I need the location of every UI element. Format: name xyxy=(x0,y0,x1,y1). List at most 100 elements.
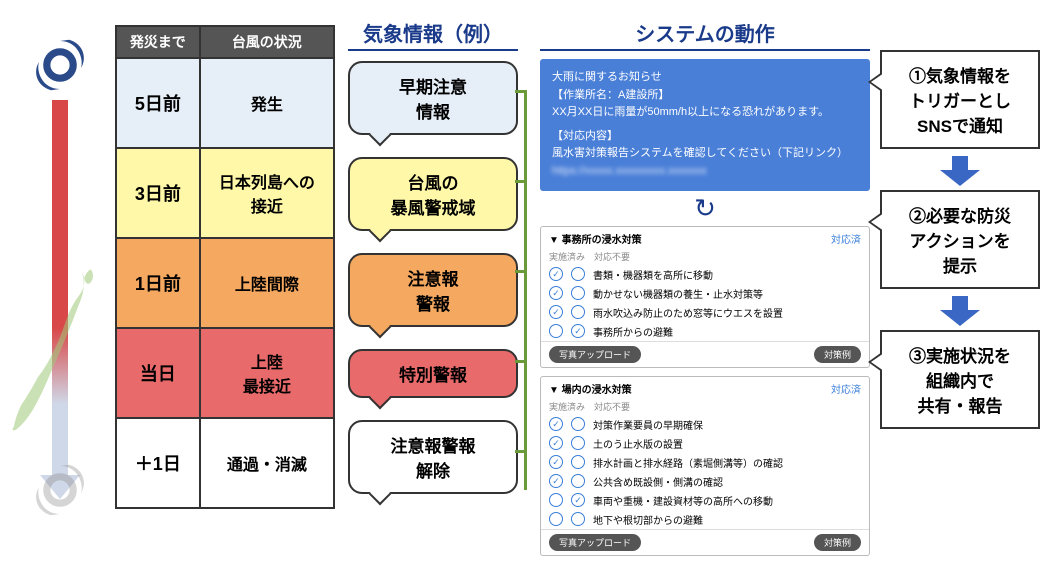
panel-footer: 写真アップロード 対策例 xyxy=(541,529,869,555)
check-done-icon[interactable] xyxy=(549,474,563,488)
check-na-icon[interactable] xyxy=(571,267,585,281)
connector-line xyxy=(515,180,527,183)
table-status: 日本列島への 接近 xyxy=(200,148,334,238)
table-time: ＋1日 xyxy=(116,418,200,508)
connector-line xyxy=(515,270,527,273)
check-na-icon[interactable] xyxy=(571,305,585,319)
notice-blurred: https://xxxxx.xxxxxxxxx.xxxxxxx xyxy=(552,163,858,181)
check-done-icon[interactable] xyxy=(549,286,563,300)
table-status: 上陸間際 xyxy=(200,238,334,328)
weather-bubble: 台風の 暴風警戒域 xyxy=(348,157,518,231)
cyclone-icon xyxy=(30,35,90,95)
notice-line: 風水害対策報告システムを確認してください（下記リンク） xyxy=(552,145,858,163)
check-done-icon[interactable] xyxy=(549,512,563,526)
notice-line: XX月XX日に雨量が50mm/h以上になる恐れがあります。 xyxy=(552,104,858,122)
panel-footer: 写真アップロード 対策例 xyxy=(541,341,869,367)
panel-row: 書類・機器類を高所に移動 xyxy=(541,265,869,284)
check-na-icon[interactable] xyxy=(571,436,585,450)
check-na-icon[interactable] xyxy=(571,286,585,300)
check-done-icon[interactable] xyxy=(549,324,563,338)
check-na-icon[interactable] xyxy=(571,324,585,338)
panel-item-label: 公共含め既設側・側溝の確認 xyxy=(593,474,723,489)
panel-item-label: 動かせない機器類の養生・止水対策等 xyxy=(593,286,763,301)
check-done-icon[interactable] xyxy=(549,305,563,319)
example-button[interactable]: 対策例 xyxy=(814,346,861,363)
th-time: 発災まで xyxy=(116,26,200,58)
panel-row: 公共含め既設側・側溝の確認 xyxy=(541,472,869,491)
action-panel: ▼ 場内の浸水対策対応済 実施済み 対応不要 対策作業要員の早期確保 土のう止水… xyxy=(540,376,870,556)
check-done-icon[interactable] xyxy=(549,436,563,450)
panel-item-label: 排水計画と排水経路（素堀側溝等）の確認 xyxy=(593,455,783,470)
panel-subheader: 実施済み 対応不要 xyxy=(541,250,869,265)
notice-line: 【作業所名：A建設所】 xyxy=(552,87,858,105)
notice-line: 【対応内容】 xyxy=(552,128,858,146)
panel-item-label: 車両や重機・建設資材等の高所への移動 xyxy=(593,493,773,508)
th-status: 台風の状況 xyxy=(200,26,334,58)
upload-button[interactable]: 写真アップロード xyxy=(549,346,641,363)
check-done-icon[interactable] xyxy=(549,455,563,469)
panel-row: 動かせない機器類の養生・止水対策等 xyxy=(541,284,869,303)
panel-item-label: 地下や根切部からの避難 xyxy=(593,512,703,527)
weather-info-column: 気象情報（例） 早期注意 情報台風の 暴風警戒域注意報 警報特別警報注意報警報 … xyxy=(348,18,518,516)
connector-line xyxy=(515,360,527,363)
check-na-icon[interactable] xyxy=(571,512,585,526)
weather-bubble: 特別警報 xyxy=(348,349,518,398)
check-na-icon[interactable] xyxy=(571,417,585,431)
system-column: システムの動作 大雨に関するお知らせ 【作業所名：A建設所】 XX月XX日に雨量… xyxy=(540,18,870,564)
callout-text: ②必要な防災 アクションを 提示 xyxy=(909,207,1011,276)
check-done-icon[interactable] xyxy=(549,417,563,431)
check-na-icon[interactable] xyxy=(571,455,585,469)
panel-row: 対策作業要員の早期確保 xyxy=(541,415,869,434)
panel-row: 車両や重機・建設資材等の高所への移動 xyxy=(541,491,869,510)
curved-arrow-icon: ↻ xyxy=(540,193,870,224)
check-na-icon[interactable] xyxy=(571,474,585,488)
check-done-icon[interactable] xyxy=(549,267,563,281)
callout-3: ③実施状況を 組織内で 共有・報告 xyxy=(880,330,1040,429)
panel-item-label: 対策作業要員の早期確保 xyxy=(593,417,703,432)
timeline-table: 発災まで 台風の状況 5日前 発生3日前 日本列島への 接近1日前 上陸間際当日… xyxy=(115,25,335,509)
panel-row: 地下や根切部からの避難 xyxy=(541,510,869,529)
weather-bubble: 早期注意 情報 xyxy=(348,61,518,135)
panel-row: 雨水吹込み防止のため窓等にウエスを設置 xyxy=(541,303,869,322)
weather-bubble: 注意報 警報 xyxy=(348,253,518,327)
panel-item-label: 土のう止水版の設置 xyxy=(593,436,683,451)
action-panel: ▼ 事務所の浸水対策対応済 実施済み 対応不要 書類・機器類を高所に移動 動かせ… xyxy=(540,226,870,368)
connector-line xyxy=(524,90,527,490)
panel-row: 排水計画と排水経路（素堀側溝等）の確認 xyxy=(541,453,869,472)
panel-header[interactable]: ▼ 事務所の浸水対策対応済 xyxy=(541,227,869,250)
table-status: 発生 xyxy=(200,58,334,148)
cyclone-faded-icon xyxy=(30,460,90,520)
connector-line xyxy=(515,90,527,93)
down-arrow-icon xyxy=(940,156,980,186)
panel-item-label: 書類・機器類を高所に移動 xyxy=(593,267,713,282)
panel-header[interactable]: ▼ 場内の浸水対策対応済 xyxy=(541,377,869,400)
check-na-icon[interactable] xyxy=(571,493,585,507)
check-done-icon[interactable] xyxy=(549,493,563,507)
down-arrow-icon xyxy=(940,296,980,326)
japan-map-icon xyxy=(5,265,115,445)
table-time: 3日前 xyxy=(116,148,200,238)
callout-1: ①気象情報を トリガーとし SNSで通知 xyxy=(880,50,1040,149)
callout-text: ③実施状況を 組織内で 共有・報告 xyxy=(909,347,1011,416)
table-time: 当日 xyxy=(116,328,200,418)
weather-bubble: 注意報警報 解除 xyxy=(348,420,518,494)
panel-row: 事務所からの避難 xyxy=(541,322,869,341)
panel-subheader: 実施済み 対応不要 xyxy=(541,400,869,415)
notice-title: 大雨に関するお知らせ xyxy=(552,69,858,87)
weather-header: 気象情報（例） xyxy=(348,18,518,51)
table-status: 通過・消滅 xyxy=(200,418,334,508)
table-time: 1日前 xyxy=(116,238,200,328)
panel-row: 土のう止水版の設置 xyxy=(541,434,869,453)
timeline-column xyxy=(10,40,110,520)
panel-item-label: 雨水吹込み防止のため窓等にウエスを設置 xyxy=(593,305,783,320)
table-time: 5日前 xyxy=(116,58,200,148)
sns-notice: 大雨に関するお知らせ 【作業所名：A建設所】 XX月XX日に雨量が50mm/h以… xyxy=(540,59,870,191)
table-status: 上陸 最接近 xyxy=(200,328,334,418)
callout-2: ②必要な防災 アクションを 提示 xyxy=(880,190,1040,289)
upload-button[interactable]: 写真アップロード xyxy=(549,534,641,551)
system-header: システムの動作 xyxy=(540,18,870,51)
panel-item-label: 事務所からの避難 xyxy=(593,324,673,339)
example-button[interactable]: 対策例 xyxy=(814,534,861,551)
connector-line xyxy=(515,450,527,453)
callout-text: ①気象情報を トリガーとし SNSで通知 xyxy=(909,67,1011,136)
